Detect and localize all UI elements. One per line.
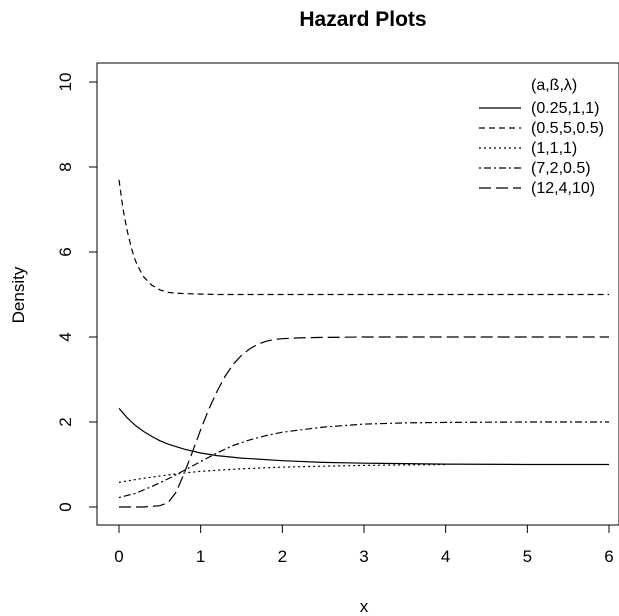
x-tick-label: 4	[441, 547, 450, 566]
series-line	[118, 463, 446, 483]
chart-title: Hazard Plots	[299, 8, 426, 31]
y-tick-label: 0	[56, 502, 75, 511]
x-tick-label: 5	[523, 547, 532, 566]
x-axis: 0 1 2 3 4 5 6	[114, 524, 614, 566]
y-tick-label: 4	[56, 332, 75, 341]
legend-entry: (12,4,10)	[531, 180, 595, 197]
legend-title: (a,ß,λ)	[531, 77, 577, 94]
x-tick-label: 3	[359, 547, 368, 566]
series-line	[118, 179, 609, 296]
legend-entry: (7,2,0.5)	[531, 160, 591, 177]
x-axis-label: x	[360, 597, 369, 616]
legend-entry: (1,1,1)	[531, 140, 577, 157]
y-tick-label: 8	[56, 162, 75, 171]
legend: (a,ß,λ) (0.25,1,1) (0.5,5,0.5) (1,1,1) (7,2…	[479, 77, 604, 197]
legend-entry: (0.5,5,0.5)	[531, 120, 604, 137]
x-tick-label: 6	[604, 547, 613, 566]
y-tick-label: 10	[56, 73, 75, 92]
x-tick-label: 0	[114, 547, 123, 566]
series-layer	[118, 179, 609, 508]
series-line	[118, 421, 609, 499]
x-tick-label: 1	[196, 547, 205, 566]
y-axis-label: Density	[9, 266, 28, 323]
y-tick-label: 6	[56, 247, 75, 256]
series-line	[118, 408, 609, 466]
y-axis: 0 2 4 6 8 10	[56, 73, 98, 512]
series-line	[119, 336, 609, 508]
x-tick-label: 2	[278, 547, 287, 566]
legend-entry: (0.25,1,1)	[531, 100, 599, 117]
y-tick-label: 2	[56, 417, 75, 426]
